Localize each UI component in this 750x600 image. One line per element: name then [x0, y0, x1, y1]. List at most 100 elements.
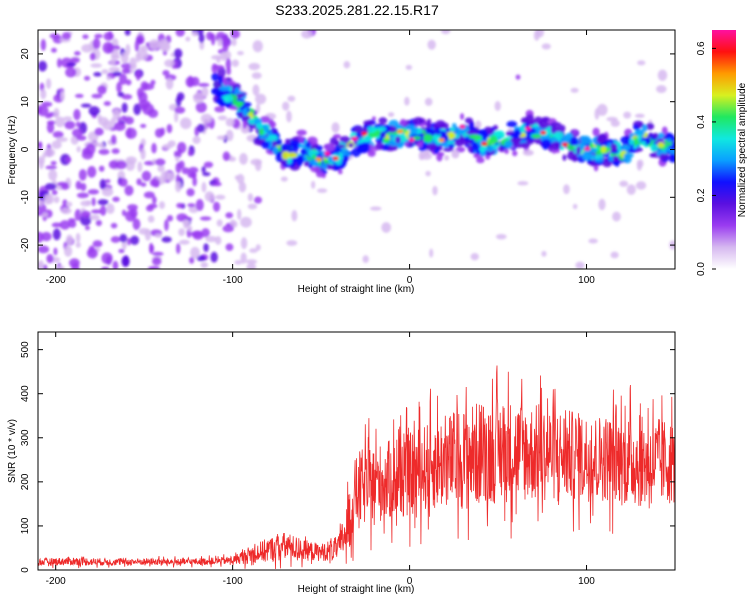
spectrogram-signal-cell [388, 112, 395, 118]
spectrogram-noise-cell [141, 170, 152, 182]
spectrogram-noise-cell [94, 127, 104, 136]
spectrogram-noise-cell [38, 105, 49, 117]
spectrogram-noise-cell [38, 60, 48, 72]
spectrogram-noise-cell [38, 260, 44, 269]
spectrogram-noise-cell [154, 233, 163, 238]
spectrogram-noise-cell [91, 197, 96, 207]
spectrogram-signal-cell [623, 153, 634, 158]
spectrogram-noise-cell [98, 142, 105, 149]
spectrogram-noise-cell [46, 120, 56, 125]
spectrogram-noise-cell [495, 233, 507, 240]
spectrogram-noise-cell [63, 116, 73, 121]
spectrogram-noise-cell [80, 103, 92, 108]
spectrogram-signal-cell [320, 163, 328, 169]
spectrogram-noise-cell [252, 40, 263, 53]
spectrogram-noise-cell [148, 265, 160, 269]
spectrogram-signal-cell [296, 157, 303, 167]
spectrogram-noise-cell [51, 222, 62, 228]
spectrogram-signal-cell [323, 159, 330, 164]
spectrogram-noise-cell [198, 82, 210, 88]
spectrogram-signal-cell [470, 144, 480, 151]
spectrogram-x-axis: -200 -100 0 100 [46, 30, 595, 286]
spectrogram-noise-cell [174, 106, 186, 114]
spectrogram-signal-cell [525, 132, 533, 140]
spectrogram-noise-cell [124, 185, 134, 196]
spectrogram-noise-cell [234, 175, 240, 180]
spectrogram-noise-cell [135, 69, 141, 81]
spectrogram-signal-cell [223, 94, 234, 103]
spectrogram-noise-cell [121, 209, 127, 217]
spectrogram-noise-cell [248, 62, 261, 71]
spectrogram-noise-cell [60, 90, 65, 101]
spectrogram-noise-cell [129, 57, 137, 69]
spectrogram-noise-cell [38, 141, 43, 151]
spectrogram-noise-cell [228, 156, 237, 162]
spectrogram-noise-cell [52, 228, 61, 241]
spectrogram-noise-cell [196, 255, 206, 262]
spectrogram-signal-cell [338, 151, 343, 158]
spectrogram-noise-cell [237, 51, 244, 56]
spectrogram-noise-cell [187, 171, 197, 179]
spectrogram-noise-cell [74, 51, 81, 56]
spectrogram-noise-cell [173, 150, 179, 157]
spectrogram-noise-cell [135, 34, 145, 45]
spectrogram-signal-cell [572, 129, 578, 135]
spectrogram-noise-cell [214, 106, 226, 113]
spectrogram-signal-cell [650, 143, 659, 152]
spectrogram-noise-cell [112, 260, 119, 269]
spectrogram-signal-cell [238, 93, 245, 98]
spectrogram-noise-cell [119, 233, 128, 243]
spectrogram-noise-cell [424, 97, 433, 106]
spectrogram-signal-cell [358, 144, 370, 153]
spectrogram-noise-cell [159, 201, 166, 209]
spectrogram-noise-cell [121, 115, 127, 121]
spectrogram-noise-cell [173, 48, 183, 59]
spectrogram-signal-cell [664, 147, 672, 152]
spectrogram-signal-cell [633, 137, 639, 147]
spectrogram-noise-cell [182, 219, 190, 225]
spectrogram-noise-cell [38, 245, 50, 254]
spectrogram-noise-cell [97, 114, 102, 123]
spectrogram-noise-cell [570, 87, 579, 93]
spectrogram-noise-cell [203, 161, 214, 168]
spectrogram-noise-cell [210, 33, 216, 46]
spectrogram-signal-cell [274, 138, 283, 146]
spectrogram-signal-cell [514, 131, 520, 140]
spectrogram-signal-cell [486, 128, 494, 136]
spectrogram-noise-cell [210, 251, 218, 263]
spectrogram-noise-cell [191, 31, 199, 37]
spectrogram-noise-cell [74, 209, 82, 221]
spectrogram-signal-cell [272, 146, 279, 155]
spectrogram-noise-cell [97, 199, 109, 206]
spectrogram-noise-cell [132, 218, 141, 230]
spectrogram-noise-cell [155, 158, 166, 166]
spectrogram-peak-cell [459, 124, 466, 129]
spectrogram-noise-cell [204, 191, 215, 202]
spectrogram-signal-cell [371, 116, 376, 121]
spectrogram-noise-cell [92, 37, 101, 50]
spectrogram-signal-cell [528, 121, 535, 126]
spectrogram-signal-cell [475, 120, 482, 129]
spectrogram-signal-cell [324, 142, 336, 152]
spectrogram-noise-cell [117, 91, 125, 97]
spectrogram-signal-cell [541, 139, 552, 148]
spectrogram-noise-cell [164, 59, 175, 68]
spectrogram-signal-cell [594, 154, 601, 160]
colorbar-label: Normalized spectral amplitude [737, 82, 748, 217]
spectrogram-noise-cell [238, 181, 247, 193]
spectrogram-signal-cell [392, 145, 398, 151]
spectrogram-noise-cell [38, 199, 43, 207]
spectrogram-signal-cell [272, 140, 277, 148]
spectrogram-noise-cell [636, 159, 644, 168]
spectrogram-signal-cell [363, 120, 374, 126]
spectrogram-noise-cell [189, 256, 195, 264]
spectrogram-signal-cell [288, 143, 300, 152]
spectrogram-noise-cell [110, 134, 117, 145]
spectrogram-noise-cell [126, 127, 132, 139]
spectrogram-noise-cell [198, 33, 205, 44]
spectrogram-noise-cell [187, 149, 193, 157]
spectrogram-noise-cell [211, 63, 218, 74]
spectrogram-noise-cell [38, 159, 45, 170]
spectrogram-noise-cell [201, 181, 207, 193]
spectrogram-signal-cell [476, 149, 481, 155]
